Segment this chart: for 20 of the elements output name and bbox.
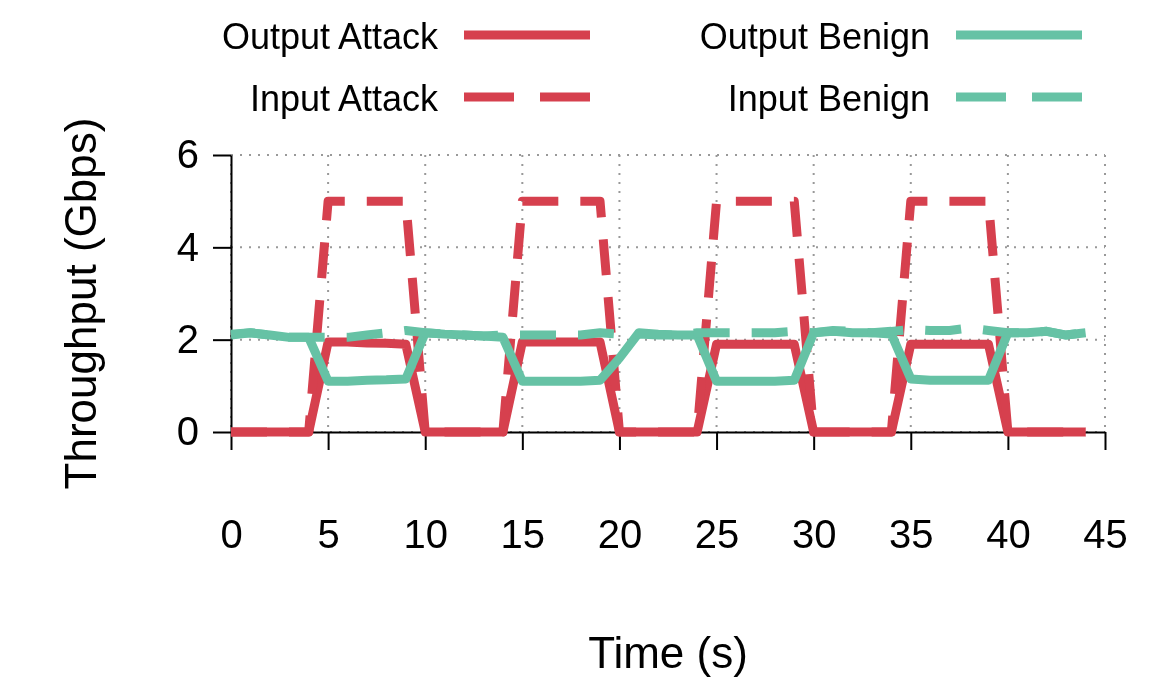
- x-axis-title: Time (s): [588, 628, 748, 677]
- x-tick-label: 40: [986, 512, 1031, 557]
- x-tick-label: 5: [317, 512, 340, 557]
- x-tick-label: 20: [597, 512, 643, 557]
- y-tick-label: 0: [176, 409, 199, 454]
- x-tick-label: 30: [791, 512, 837, 557]
- x-tick-label: 45: [1083, 512, 1128, 557]
- x-tick-label: 0: [220, 512, 243, 557]
- y-tick-label: 6: [176, 132, 199, 177]
- x-tick-label: 15: [500, 512, 546, 557]
- y-axis-title: Throughput (Gbps): [56, 117, 105, 490]
- legend-label: Output Attack: [221, 16, 439, 57]
- x-tick-label: 35: [889, 512, 934, 557]
- legend-label: Input Attack: [249, 78, 439, 119]
- legend-label: Output Benign: [699, 16, 930, 57]
- x-tick-label: 25: [694, 512, 740, 557]
- y-tick-label: 4: [176, 224, 199, 269]
- x-tick-label: 10: [403, 512, 448, 557]
- y-tick-label: 2: [176, 316, 199, 361]
- legend-label: Input Benign: [727, 78, 930, 119]
